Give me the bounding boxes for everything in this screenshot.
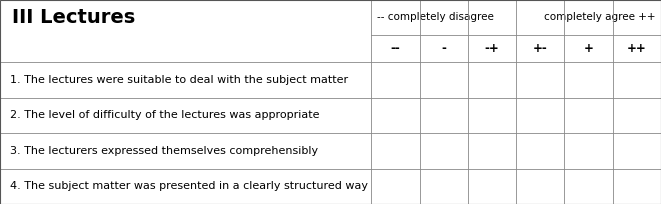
Text: --: -- bbox=[391, 42, 401, 55]
Text: 2. The level of difficulty of the lectures was appropriate: 2. The level of difficulty of the lectur… bbox=[10, 110, 319, 120]
Text: ++: ++ bbox=[627, 42, 646, 55]
Text: +-: +- bbox=[533, 42, 548, 55]
Text: -+: -+ bbox=[485, 42, 500, 55]
Text: completely agree ++: completely agree ++ bbox=[545, 12, 656, 22]
Text: -: - bbox=[442, 42, 446, 55]
Text: +: + bbox=[584, 42, 594, 55]
Text: 4. The subject matter was presented in a clearly structured way: 4. The subject matter was presented in a… bbox=[10, 181, 368, 191]
Text: 1. The lectures were suitable to deal with the subject matter: 1. The lectures were suitable to deal wi… bbox=[10, 75, 348, 85]
Text: 3. The lecturers expressed themselves comprehensibly: 3. The lecturers expressed themselves co… bbox=[10, 146, 318, 156]
Text: III Lectures: III Lectures bbox=[12, 8, 136, 27]
Text: -- completely disagree: -- completely disagree bbox=[377, 12, 494, 22]
